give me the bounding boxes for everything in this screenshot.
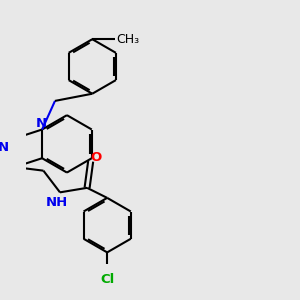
Text: CH₃: CH₃ — [116, 33, 139, 46]
Text: N: N — [36, 117, 47, 130]
Text: NH: NH — [46, 196, 68, 209]
Text: N: N — [0, 141, 9, 154]
Text: Cl: Cl — [100, 273, 114, 286]
Text: O: O — [90, 151, 101, 164]
